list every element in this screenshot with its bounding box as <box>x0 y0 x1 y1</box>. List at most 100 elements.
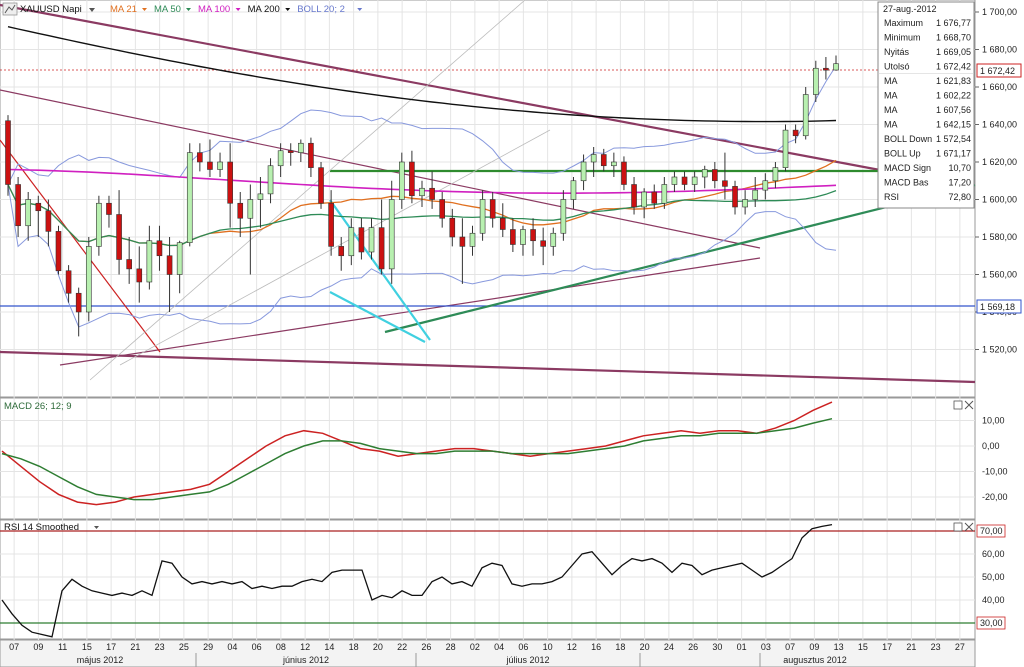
chart-icon[interactable] <box>2 2 18 16</box>
x-tick-label: 21 <box>906 642 916 652</box>
info-row-label: Nyitás <box>884 47 910 57</box>
candle-body <box>5 120 11 185</box>
support-price-label: 1 569,18 <box>980 302 1015 312</box>
rsi-dropdown-icon[interactable] <box>94 526 99 529</box>
x-tick-label: 17 <box>882 642 892 652</box>
macd-y-tick-label: 0,00 <box>982 441 1000 451</box>
lower-channel-line <box>0 350 976 384</box>
rsi-y-tick-label: 50,00 <box>982 572 1005 582</box>
candle-body <box>277 150 284 167</box>
info-row-label: BOLL Down <box>884 134 932 144</box>
macd-close-icon[interactable] <box>964 400 974 410</box>
candle-body <box>35 202 42 212</box>
candle-body <box>197 152 203 163</box>
candle-body <box>459 236 466 247</box>
info-row-value: 1 676,77 <box>936 18 971 28</box>
rsi-maximize-icon[interactable] <box>953 522 963 532</box>
candle-body <box>742 199 748 208</box>
x-tick-label: 18 <box>349 642 359 652</box>
rsi-close-icon[interactable] <box>964 522 974 532</box>
candle-body <box>75 292 82 313</box>
x-tick-label: 18 <box>615 642 625 652</box>
indicator-label: MA 50 <box>154 4 181 15</box>
candle-body <box>55 231 62 272</box>
info-date: 27-aug.-2012 <box>883 4 937 14</box>
info-row-value: 1 671,17 <box>936 149 971 159</box>
month-label: június 2012 <box>282 655 329 665</box>
indicator-dropdown-icon <box>142 8 147 11</box>
x-tick-label: 04 <box>494 642 504 652</box>
x-tick-label: 10 <box>543 642 553 652</box>
macd-maximize-icon[interactable] <box>953 400 963 410</box>
candle-body <box>328 202 334 247</box>
indicator-dropdown-icon <box>235 8 241 11</box>
x-tick-label: 15 <box>82 642 92 652</box>
x-tick-label: 23 <box>155 642 165 652</box>
y-tick-label: 1 640,00 <box>982 120 1017 130</box>
x-tick-label: 26 <box>688 642 698 652</box>
macd-panel-title: MACD 26; 12; 9 <box>4 401 72 412</box>
macd-y-tick-label: -20,00 <box>982 492 1008 502</box>
candle-body <box>267 165 274 195</box>
candle-body <box>510 229 516 245</box>
indicator-dropdown-icon <box>357 8 363 11</box>
x-tick-label: 30 <box>712 642 722 652</box>
candle-body <box>257 193 264 200</box>
y-tick-label: 1 620,00 <box>982 157 1017 167</box>
candle-body <box>520 229 526 245</box>
y-tick-label: 1 600,00 <box>982 195 1017 205</box>
candle-body <box>85 246 92 313</box>
x-tick-label: 26 <box>421 642 431 652</box>
candle-body <box>25 199 31 227</box>
candle-body <box>419 187 425 197</box>
candle-body <box>479 199 486 234</box>
candle-body <box>15 184 21 227</box>
info-row-value: 10,70 <box>948 163 971 173</box>
x-tick-label: 20 <box>640 642 650 652</box>
candle-body <box>691 176 698 185</box>
rsi-level-tag <box>976 616 1006 630</box>
x-tick-label: 02 <box>470 642 480 652</box>
candle-body <box>550 232 557 247</box>
x-tick-label: 20 <box>373 642 383 652</box>
y-tick-label: 1 560,00 <box>982 270 1017 280</box>
info-row-label: Minimum <box>884 33 921 43</box>
candle-body <box>298 142 304 153</box>
y-tick-label: 1 660,00 <box>982 82 1017 92</box>
candle-body <box>207 161 213 170</box>
symbol-dropdown-icon[interactable] <box>89 8 95 12</box>
rsi-level-tag <box>976 524 1006 538</box>
candle-body <box>308 142 314 168</box>
month-label: május 2012 <box>77 655 124 665</box>
support-price-tag <box>976 299 1022 314</box>
info-row-label: MA <box>884 76 898 86</box>
x-tick-label: 16 <box>591 642 601 652</box>
candle-body <box>469 232 476 247</box>
ma200-line <box>7 26 837 123</box>
info-row-label: MA <box>884 120 898 130</box>
cyan-trend-line-1 <box>329 199 431 341</box>
x-tick-label: 01 <box>737 642 747 652</box>
info-row-value: 1 668,70 <box>936 33 971 43</box>
symbol-label[interactable]: XAUUSD Napi <box>20 4 82 15</box>
candle-body <box>671 176 678 185</box>
candle-body <box>701 169 708 178</box>
candle-body <box>106 202 112 215</box>
info-row-value: 72,80 <box>948 192 971 202</box>
candle-body <box>358 227 365 253</box>
info-row-value: 1 642,15 <box>936 120 971 130</box>
indicator-label: BOLL 20; 2 <box>297 4 345 15</box>
x-tick-label: 29 <box>203 642 213 652</box>
info-row-label: MA <box>884 91 898 101</box>
info-row-value: 1 607,56 <box>936 105 971 115</box>
candle-body <box>126 259 132 270</box>
candle-body <box>399 161 405 200</box>
bollinger-lower-line <box>7 184 837 328</box>
x-tick-label: 13 <box>834 642 844 652</box>
candle-body <box>681 176 688 185</box>
candle-body <box>65 270 72 294</box>
candle-body <box>217 161 223 170</box>
grey-trend-line-1 <box>89 0 526 381</box>
macd-panel-frame <box>0 397 976 520</box>
candle-body <box>641 191 647 208</box>
